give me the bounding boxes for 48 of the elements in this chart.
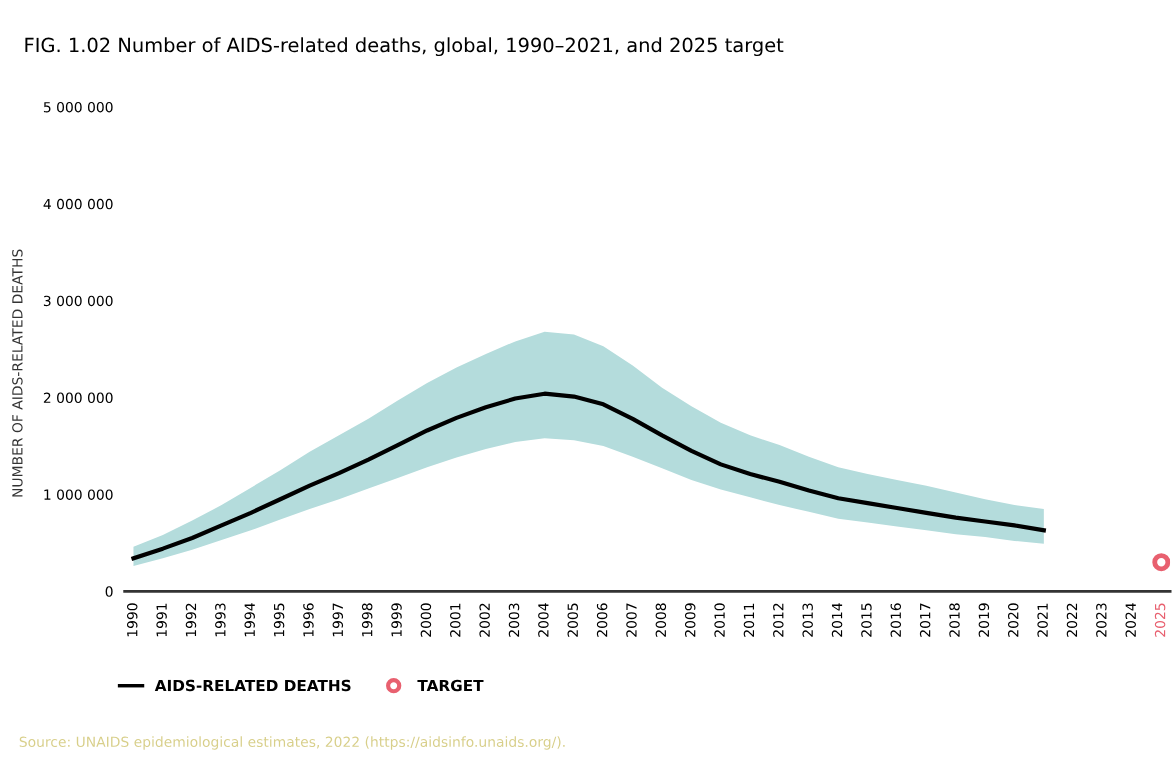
- x-tick-label: 2016: [890, 603, 902, 637]
- x-tick-label: 2008: [655, 603, 667, 637]
- x-tick-label: 2005: [567, 603, 578, 637]
- x-tick-label: 2011: [743, 603, 755, 637]
- y-tick-label: 1 000 000: [44, 489, 113, 500]
- x-tick-label: 2017: [919, 603, 931, 637]
- x-tick-label: 2009: [684, 603, 696, 637]
- x-tick-label: 2025: [1154, 603, 1166, 637]
- y-tick-label: 0: [105, 586, 113, 597]
- x-tick-label: 1992: [185, 603, 197, 637]
- x-tick-label: 2023: [1096, 603, 1107, 637]
- x-tick-label: 2007: [626, 603, 637, 637]
- x-tick-label: 1993: [215, 603, 226, 637]
- x-tick-label: 2020: [1008, 603, 1019, 637]
- x-tick-label: 2022: [1066, 603, 1078, 637]
- x-tick-label: 1991: [156, 603, 167, 637]
- x-tick-label: 2003: [508, 603, 520, 637]
- x-tick-label: 2004: [538, 603, 549, 637]
- source-note: Source: UNAIDS epidemiological estimates, 2022 (https://aidsinfo.unaids.org/).: [19, 736, 565, 750]
- x-tick-label: 2019: [978, 603, 990, 637]
- x-tick-label: 2012: [773, 603, 784, 637]
- y-axis-title: NUMBER OF AIDS-RELATED DEATHS: [12, 249, 23, 497]
- x-tick-label: 2024: [1125, 603, 1136, 637]
- y-tick-label: 5 000 000: [43, 101, 113, 113]
- x-tick-label: 1996: [303, 603, 314, 637]
- y-tick-label: 4 000 000: [43, 198, 113, 210]
- x-tick-label: 1998: [361, 603, 373, 637]
- x-tick-label: 1999: [391, 603, 402, 637]
- y-tick-label: 3 000 000: [43, 295, 113, 307]
- x-tick-label: 2015: [861, 603, 872, 637]
- x-tick-label: 2018: [949, 603, 960, 637]
- x-tick-label: 2006: [596, 603, 608, 637]
- chart-title: FIG. 1.02 Number of AIDS-related deaths, global, 1990–2021, and 2025 target: [25, 37, 784, 57]
- x-tick-label: 2014: [831, 603, 843, 637]
- legend-label: AIDS-RELATED DEATHS: [154, 679, 351, 692]
- x-tick-label: 1990: [126, 603, 138, 637]
- x-tick-label: 2013: [802, 603, 813, 637]
- x-tick-label: 2000: [420, 603, 432, 637]
- legend-label: TARGET: [417, 679, 484, 692]
- x-tick-label: 1997: [332, 603, 344, 637]
- x-tick-label: 2010: [714, 603, 725, 637]
- y-tick-label: 2 000 000: [43, 392, 113, 404]
- line-series: [131, 391, 1046, 561]
- x-tick-label: 1994: [244, 603, 255, 637]
- x-tick-label: 2021: [1037, 603, 1048, 637]
- x-tick-label: 1995: [273, 603, 285, 637]
- x-tick-label: 2001: [450, 603, 461, 637]
- x-tick-label: 2002: [479, 603, 490, 637]
